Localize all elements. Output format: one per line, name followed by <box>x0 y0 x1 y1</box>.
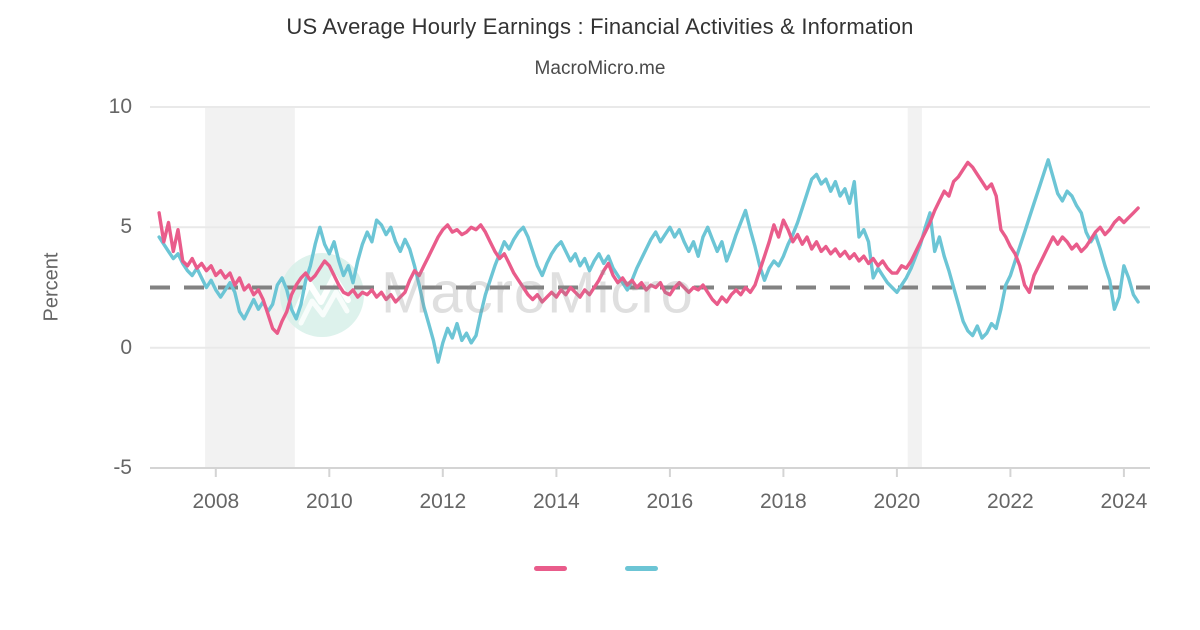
x-tick-label: 2014 <box>532 490 580 513</box>
chart-title: US Average Hourly Earnings : Financial A… <box>286 14 914 39</box>
chart-subtitle: MacroMicro.me <box>534 58 666 79</box>
series-line-financial-activities <box>157 160 1140 335</box>
x-tick-label: 2008 <box>192 490 240 513</box>
legend-item-financial-activities[interactable] <box>534 566 575 571</box>
legend <box>0 566 1200 571</box>
legend-item-information[interactable] <box>625 566 666 571</box>
x-tick-label: 2018 <box>760 490 807 513</box>
x-tick-label: 2010 <box>305 490 353 513</box>
legend-swatch-pink[interactable] <box>534 566 567 571</box>
legend-swatch-cyan[interactable] <box>625 566 658 571</box>
y-tick-label: -5 <box>113 456 132 479</box>
y-tick-label: 0 <box>120 335 132 359</box>
macromicro-logo-icon <box>298 289 350 326</box>
x-tick-label: 2022 <box>987 490 1034 513</box>
y-axis-title: Percent <box>40 252 63 322</box>
x-tick-label: 2016 <box>646 490 694 513</box>
x-tick-label: 2020 <box>873 490 921 513</box>
y-tick-label: 10 <box>108 95 132 118</box>
x-tick-label: 2012 <box>419 490 467 513</box>
series-line-information <box>157 158 1140 364</box>
watermark-text: MacroMicro <box>381 260 694 326</box>
x-tick-label: 2024 <box>1100 490 1148 513</box>
y-tick-label: 5 <box>120 215 132 239</box>
